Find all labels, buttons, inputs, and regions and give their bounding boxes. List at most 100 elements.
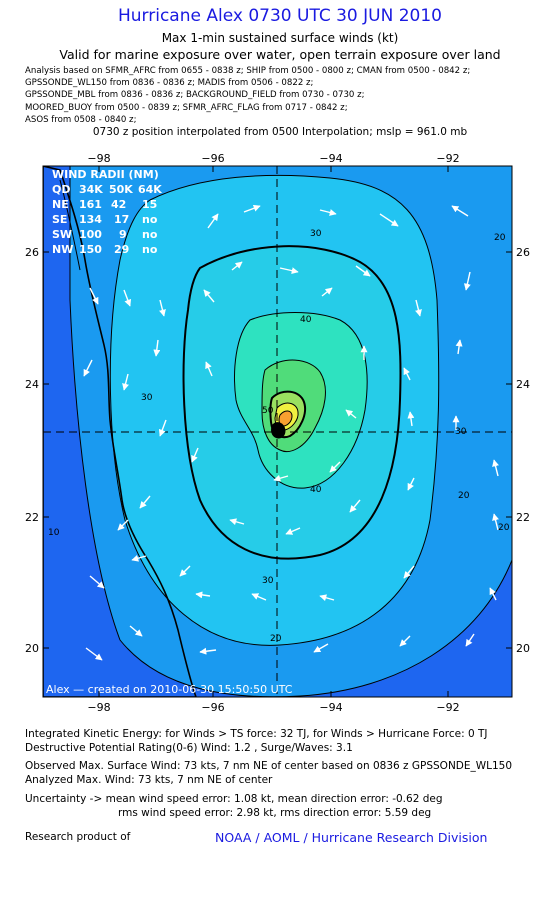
lon-label: −96 bbox=[201, 701, 224, 714]
wind-arrow bbox=[455, 339, 463, 355]
contour-value-labels: 30 20 40 50 30 30 40 20 20 30 20 10 bbox=[48, 229, 510, 644]
credit-link[interactable]: NOAA / AOML / Hurricane Research Divisio… bbox=[215, 830, 488, 845]
contour-label: 40 bbox=[310, 485, 322, 495]
eye-core bbox=[271, 422, 286, 439]
radii-cell: 100 bbox=[79, 228, 102, 241]
wind-arrow bbox=[399, 635, 411, 647]
analysis-sources: Analysis based on SFMR_AFRC from 0655 - … bbox=[25, 65, 470, 126]
wind-arrow bbox=[195, 591, 211, 599]
lat-labels-right: 26 24 22 20 bbox=[516, 246, 530, 655]
wind-arrow bbox=[319, 594, 335, 602]
wind-arrow bbox=[89, 287, 99, 305]
radii-cell: 17 bbox=[114, 213, 129, 226]
wind-arrow bbox=[122, 373, 129, 391]
lat-label: 22 bbox=[516, 511, 530, 524]
wind-arrow bbox=[251, 593, 267, 601]
radii-col-64k: 64K bbox=[138, 183, 162, 196]
lon-labels-bottom: −98 −96 −94 −92 bbox=[87, 701, 459, 714]
lon-label: −92 bbox=[436, 701, 459, 714]
contour-label: 30 bbox=[455, 427, 467, 437]
wind-arrow bbox=[492, 459, 499, 477]
radii-cell: NE bbox=[52, 198, 69, 211]
wind-arrow bbox=[407, 477, 415, 491]
analysis-line: MOORED_BUOY from 0500 - 0839 z; SFMR_AFR… bbox=[25, 102, 348, 113]
coastline-inland bbox=[59, 179, 81, 271]
wind-arrow bbox=[179, 565, 191, 577]
wind-arrow bbox=[279, 267, 299, 275]
lat-label: 22 bbox=[25, 511, 39, 524]
analyzed-max-line: Analyzed Max. Wind: 73 kts, 7 nm NE of c… bbox=[25, 774, 273, 786]
lon-label: −98 bbox=[87, 152, 110, 165]
wind-arrow bbox=[489, 587, 497, 601]
lon-labels-top: −98 −96 −94 −92 bbox=[87, 152, 459, 165]
wind-arrow bbox=[492, 513, 499, 531]
wind-arrow bbox=[129, 625, 143, 637]
contour-label: 20 bbox=[458, 491, 470, 501]
analysis-line: Analysis based on SFMR_AFRC from 0655 - … bbox=[25, 66, 471, 76]
lon-label: −94 bbox=[319, 701, 342, 714]
lon-label: −96 bbox=[201, 152, 224, 165]
radii-cell: 150 bbox=[79, 243, 102, 256]
wind-arrow bbox=[123, 289, 132, 307]
radii-cell: 161 bbox=[79, 198, 102, 211]
dpr-line: Destructive Potential Rating(0-6) Wind: … bbox=[25, 742, 353, 754]
wind-arrow bbox=[321, 287, 333, 297]
contour-label: 30 bbox=[310, 229, 322, 239]
wind-arrow bbox=[329, 461, 341, 473]
wind-arrow bbox=[205, 361, 213, 377]
rms-error-line: rms wind speed error: 2.98 kt, rms direc… bbox=[118, 807, 432, 819]
radii-cell: 15 bbox=[142, 198, 157, 211]
radii-cell: 134 bbox=[79, 213, 102, 226]
wind-arrow bbox=[319, 209, 337, 216]
map-title: Hurricane Alex 0730 UTC 30 JUN 2010 bbox=[118, 6, 442, 26]
contour-label: 30 bbox=[141, 393, 153, 403]
lon-label: −98 bbox=[87, 701, 110, 714]
axis-ticks bbox=[43, 166, 512, 697]
wind-arrow bbox=[243, 204, 261, 213]
wind-radii-header: WIND RADII (NM) bbox=[52, 168, 159, 181]
wind-arrow bbox=[355, 265, 371, 277]
wind-arrow bbox=[463, 271, 471, 291]
analysis-line: ASOS from 0508 - 0840 z; bbox=[25, 114, 137, 125]
wind-radii-table: WIND RADII (NM) QD 34K 50K 64K NE 161 42… bbox=[52, 168, 162, 256]
radii-cell: NW bbox=[52, 243, 73, 256]
lat-label: 26 bbox=[516, 246, 530, 259]
wind-arrow bbox=[451, 205, 469, 217]
wind-arrow bbox=[379, 213, 399, 227]
wind-arrow bbox=[203, 289, 215, 303]
wind-arrow bbox=[313, 643, 329, 653]
wind-arrow bbox=[139, 495, 151, 509]
lon-label: −94 bbox=[319, 152, 342, 165]
lat-labels-left: 26 24 22 20 bbox=[25, 246, 39, 655]
wind-arrow bbox=[231, 261, 243, 271]
uncertainty-line: Uncertainty -> mean wind speed error: 1.… bbox=[25, 793, 443, 805]
radii-col-50k: 50K bbox=[109, 183, 133, 196]
contour-label: 50 bbox=[262, 406, 274, 416]
radii-cell: no bbox=[142, 228, 158, 241]
wind-arrow bbox=[403, 565, 415, 579]
research-label: Research product of bbox=[25, 831, 131, 843]
radii-cell: no bbox=[142, 243, 158, 256]
contour-label: 20 bbox=[494, 233, 506, 243]
ike-line: Integrated Kinetic Energy: for Winds > T… bbox=[25, 728, 488, 740]
radii-cell: 29 bbox=[114, 243, 129, 256]
wind-arrow bbox=[159, 299, 166, 317]
wind-arrow bbox=[415, 299, 422, 317]
contour-label: 20 bbox=[270, 634, 282, 644]
radii-cell: 9 bbox=[119, 228, 127, 241]
wind-arrow bbox=[83, 359, 93, 377]
band-70kt bbox=[278, 410, 293, 427]
wind-arrow bbox=[465, 633, 475, 647]
lat-label: 24 bbox=[516, 378, 530, 391]
wind-arrow bbox=[273, 474, 289, 482]
map-frame bbox=[42, 165, 513, 698]
contour-label: 40 bbox=[300, 315, 312, 325]
wind-arrow bbox=[199, 647, 217, 655]
contour-label: 10 bbox=[48, 528, 60, 538]
wind-arrow bbox=[191, 447, 199, 463]
lat-label: 24 bbox=[25, 378, 39, 391]
lat-label: 20 bbox=[516, 642, 530, 655]
created-label: Alex — created on 2010-06-30 15:50:50 UT… bbox=[46, 683, 293, 696]
lat-label: 20 bbox=[25, 642, 39, 655]
